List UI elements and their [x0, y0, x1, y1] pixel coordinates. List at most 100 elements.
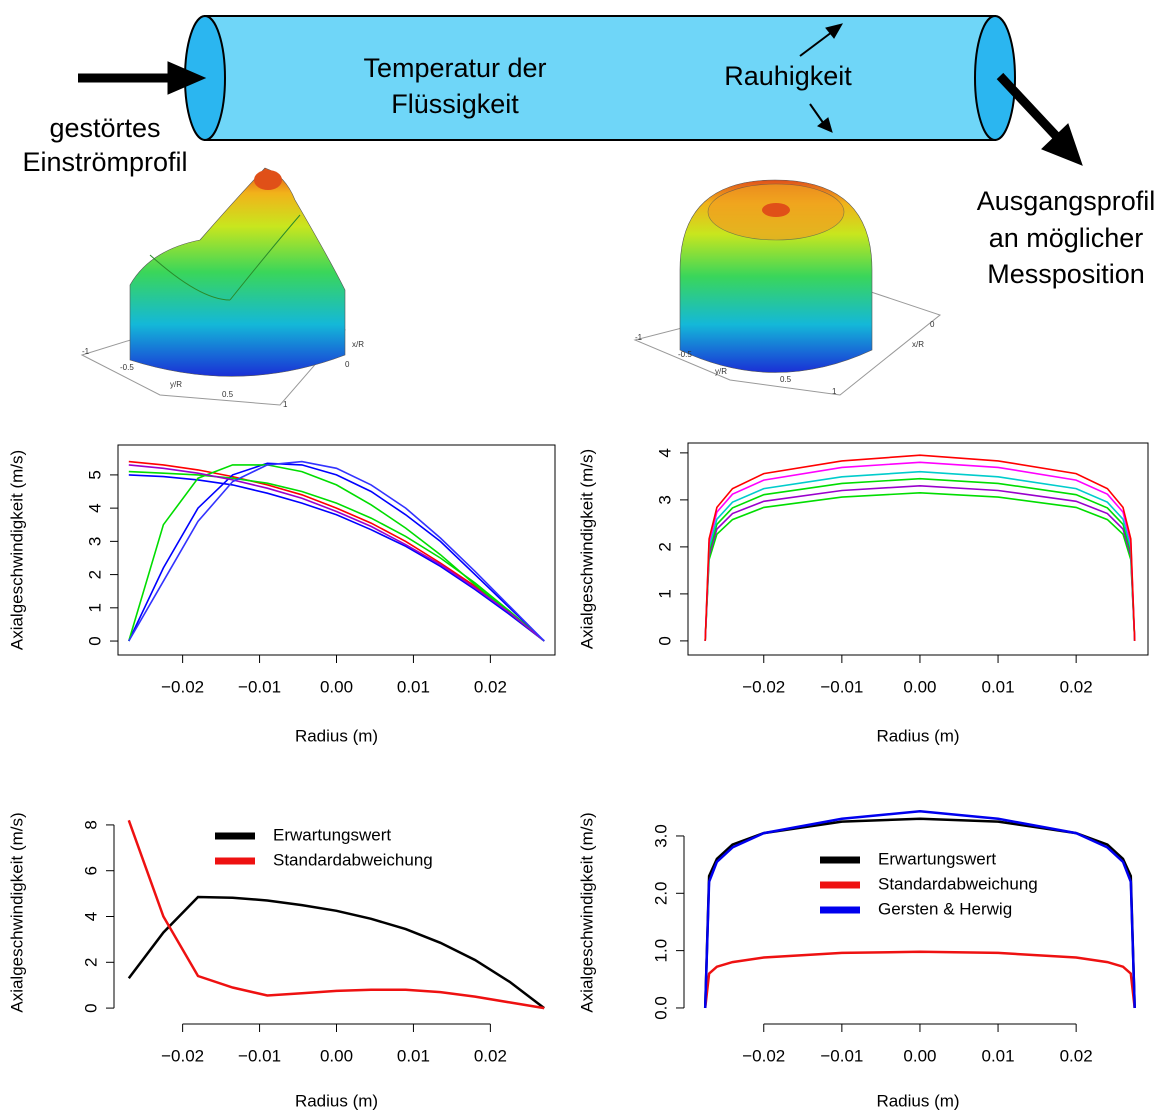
- y-tick-label: 8: [81, 820, 100, 829]
- y-tick-label: 0: [655, 636, 674, 645]
- y-tick-label: 1: [85, 603, 104, 612]
- x-tick-label: −0.01: [820, 1046, 863, 1065]
- data-line: [704, 470, 1136, 641]
- x-tick-label: 0.02: [474, 1046, 507, 1065]
- outlet-surface: [633, 179, 942, 396]
- x-tick-label: −0.01: [238, 1046, 281, 1065]
- data-line: [128, 460, 545, 642]
- arrows: [78, 23, 1083, 166]
- y-tick-label: 0: [81, 1003, 100, 1012]
- y-tick-label: 0.0: [651, 996, 670, 1020]
- y-tick-label: 2: [81, 958, 100, 967]
- x-tick-label: 0.02: [474, 677, 507, 696]
- outlet-label: an möglicher: [989, 223, 1144, 253]
- data-line: [704, 484, 1136, 641]
- data-line: [704, 454, 1136, 641]
- y-tick-label: 3: [655, 495, 674, 504]
- plot-frame: [687, 442, 1149, 656]
- y-axis-label: Axialgeschwindigkeit (m/s): [7, 450, 26, 650]
- x-tick-label: −0.01: [238, 677, 281, 696]
- data-line: [127, 895, 545, 1010]
- y-tick-label: 2.0: [651, 881, 670, 905]
- x-tick-label: 0.00: [903, 677, 936, 696]
- y-tick-label: 4: [85, 503, 104, 512]
- data-line: [704, 461, 1136, 641]
- x-tick-label: −0.02: [742, 677, 785, 696]
- y-tick-label: 1.0: [651, 939, 670, 963]
- fluid-label: Flüssigkeit: [391, 89, 519, 119]
- inlet-label: Einströmprofil: [22, 147, 187, 177]
- outlet-label: Ausgangsprofil: [977, 186, 1156, 216]
- fluid-label: Temperatur der: [363, 53, 546, 83]
- pipe: [184, 15, 1016, 141]
- surface-tick: 0.5: [222, 390, 234, 399]
- legend-label: Standardabweichung: [273, 850, 433, 869]
- surface-tick: -1: [635, 333, 643, 342]
- data-line: [704, 491, 1136, 641]
- surface-tick: -1: [82, 347, 90, 356]
- y-tick-label: 5: [85, 470, 104, 479]
- data-line: [128, 474, 545, 642]
- data-line: [703, 950, 1136, 1009]
- y-tick-label: 1: [655, 589, 674, 598]
- data-line: [128, 462, 545, 642]
- data-line: [128, 460, 545, 642]
- y-tick-label: 2: [655, 542, 674, 551]
- x-tick-label: 0.01: [397, 1046, 430, 1065]
- data-line: [128, 464, 545, 642]
- x-tick-label: 0.02: [1060, 1046, 1093, 1065]
- x-axis-label: Radius (m): [295, 726, 378, 745]
- data-line: [127, 819, 545, 1010]
- surface-tick: 0: [345, 360, 350, 369]
- x-axis-label: Radius (m): [876, 1091, 959, 1110]
- data-line: [128, 470, 545, 642]
- x-tick-label: −0.02: [161, 1046, 204, 1065]
- surface-axis-label: x/R: [352, 340, 364, 349]
- x-tick-label: −0.01: [820, 677, 863, 696]
- x-tick-label: 0.00: [320, 1046, 353, 1065]
- surface-tick: -0.5: [678, 350, 692, 359]
- surface-tick: -0.5: [120, 363, 134, 372]
- legend-label: Erwartungswert: [273, 825, 391, 844]
- data-line: [703, 817, 1136, 1009]
- y-tick-label: 4: [81, 912, 100, 921]
- surface-tick: 1: [283, 400, 288, 409]
- inlet-label: gestörtes: [49, 113, 160, 143]
- surface-axis-label: x/R: [912, 340, 924, 349]
- y-axis-label: Axialgeschwindigkeit (m/s): [7, 812, 26, 1012]
- x-axis-label: Radius (m): [876, 726, 959, 745]
- data-line: [128, 464, 545, 642]
- surface-tick: 1: [832, 387, 837, 396]
- x-tick-label: 0.01: [982, 1046, 1015, 1065]
- data-line: [704, 477, 1136, 641]
- inlet-surface: [80, 167, 346, 406]
- wall-label: Rauhigkeit: [724, 61, 852, 91]
- x-tick-label: −0.02: [161, 677, 204, 696]
- outlet-label: Messposition: [987, 259, 1145, 289]
- surface-axis-label: y/R: [170, 380, 182, 389]
- x-tick-label: 0.00: [320, 677, 353, 696]
- y-tick-label: 3: [85, 537, 104, 546]
- surface-tick: 0.5: [780, 375, 792, 384]
- surface-tick: 0: [930, 320, 935, 329]
- x-tick-label: 0.00: [903, 1046, 936, 1065]
- legend-label: Erwartungswert: [878, 849, 996, 868]
- data-line: [703, 810, 1136, 1009]
- x-tick-label: 0.02: [1060, 677, 1093, 696]
- legend-label: Gersten & Herwig: [878, 899, 1012, 918]
- plot-frame: [117, 444, 556, 656]
- surface-axis-label: y/R: [715, 367, 727, 376]
- y-tick-label: 0: [85, 636, 104, 645]
- y-tick-label: 4: [655, 448, 674, 457]
- x-tick-label: −0.02: [742, 1046, 785, 1065]
- y-axis-label: Axialgeschwindigkeit (m/s): [577, 449, 596, 649]
- y-axis-label: Axialgeschwindigkeit (m/s): [577, 812, 596, 1012]
- y-tick-label: 3.0: [651, 824, 670, 848]
- x-tick-label: 0.01: [397, 677, 430, 696]
- legend-label: Standardabweichung: [878, 874, 1038, 893]
- y-tick-label: 6: [81, 866, 100, 875]
- y-tick-label: 2: [85, 570, 104, 579]
- x-axis-label: Radius (m): [295, 1091, 378, 1110]
- x-tick-label: 0.01: [982, 677, 1015, 696]
